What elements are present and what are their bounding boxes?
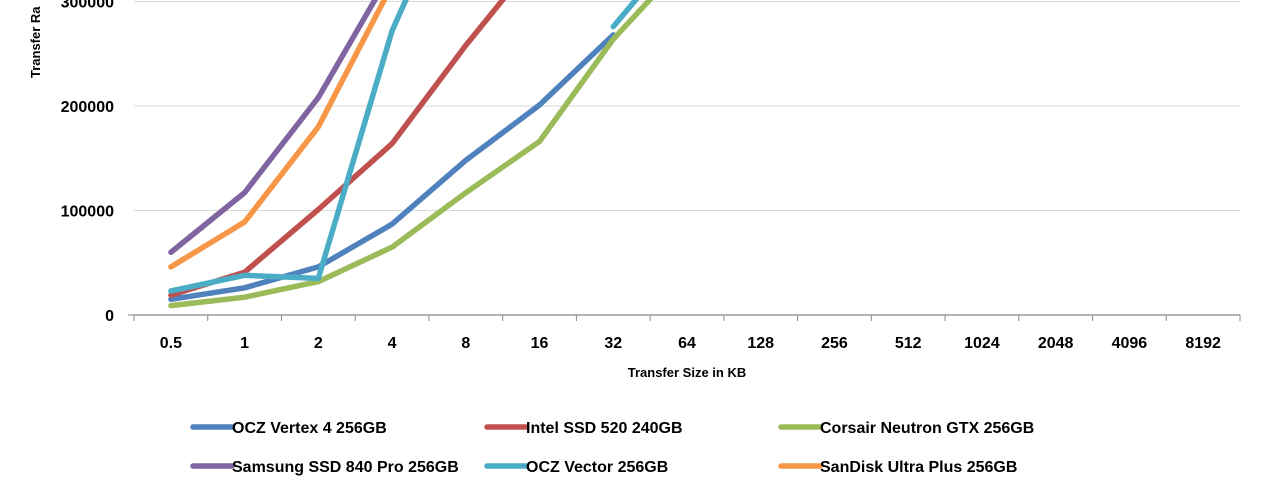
y-axis-title: Transfer Ra [28, 6, 43, 78]
x-tick-label: 512 [895, 335, 922, 352]
tick-labels: 0 100000 200000 300000 0.5 1 2 4 8 16 32 64 128 256 51… [61, 0, 1221, 352]
legend-label: Samsung SSD 840 Pro 256GB [232, 459, 459, 476]
legend-label: Corsair Neutron GTX 256GB [820, 420, 1034, 437]
x-tick-label: 2048 [1038, 335, 1074, 352]
series-lines [168, 0, 654, 309]
x-tick-label: 8 [461, 335, 470, 352]
legend-label: Intel SSD 520 240GB [526, 420, 683, 437]
x-tick-label: 32 [604, 335, 622, 352]
legend-label: SanDisk Ultra Plus 256GB [820, 459, 1017, 476]
y-tick-label: 0 [105, 308, 114, 325]
x-tick-label: 0.5 [160, 335, 182, 352]
gridlines [134, 1, 1240, 211]
x-tick-label: 1 [240, 335, 249, 352]
x-tick-label: 64 [678, 335, 696, 352]
legend-label: OCZ Vector 256GB [526, 459, 668, 476]
series-line [168, 0, 654, 309]
x-tick-label: 4096 [1112, 335, 1148, 352]
x-tick-label: 4 [388, 335, 397, 352]
x-axis-title: Transfer Size in KB [628, 365, 746, 380]
legend-label: OCZ Vertex 4 256GB [232, 420, 387, 437]
x-tick-label: 256 [821, 335, 848, 352]
x-tick-label: 16 [531, 335, 549, 352]
y-tick-label: 200000 [61, 99, 114, 116]
y-tick-label: 300000 [61, 0, 114, 12]
axes [128, 314, 1241, 321]
series-line [168, 0, 379, 256]
x-tick-label: 8192 [1185, 335, 1221, 352]
y-tick-label: 100000 [61, 204, 114, 221]
series-line [168, 32, 617, 303]
x-tick-label: 2 [314, 335, 323, 352]
series-line [168, 0, 388, 270]
x-tick-label: 128 [747, 335, 774, 352]
legend: OCZ Vertex 4 256GB Intel SSD 520 240GB Cor… [190, 420, 1034, 476]
x-tick-label: 1024 [964, 335, 1000, 352]
series-line [168, 0, 640, 294]
